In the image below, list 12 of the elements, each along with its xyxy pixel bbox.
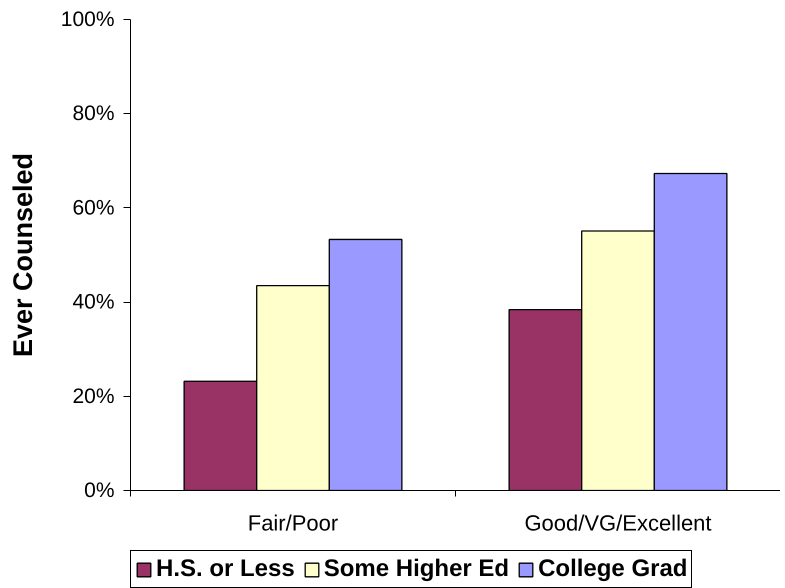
x-tick-label: Fair/Poor — [248, 510, 338, 536]
y-axis-title: Ever Counseled — [8, 152, 38, 358]
legend-label: Some Higher Ed — [324, 555, 510, 583]
y-tick-label: 100% — [60, 8, 115, 31]
legend-label: College Grad — [538, 555, 688, 583]
y-tick-label: 20% — [72, 384, 114, 408]
y-tick-label: 60% — [72, 196, 114, 220]
y-tick-label: 0% — [84, 479, 115, 502]
x-tick-label: Good/VG/Excellent — [524, 510, 712, 536]
legend-label: H.S. or Less — [156, 555, 295, 583]
y-tick-label: 80% — [72, 102, 114, 126]
y-tick-label: 40% — [72, 290, 114, 314]
